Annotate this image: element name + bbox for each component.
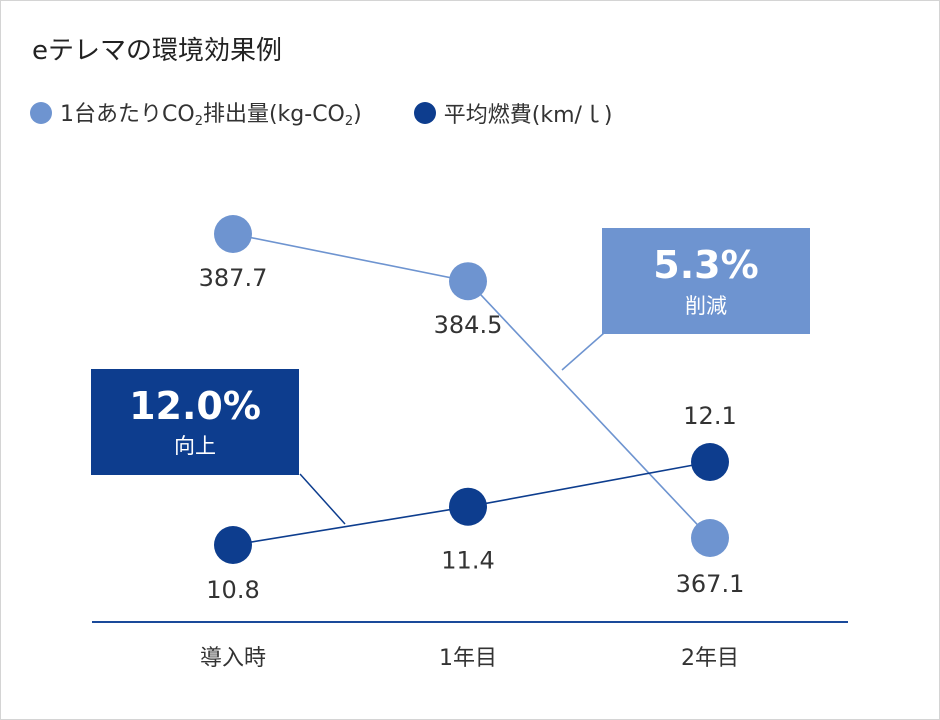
callout-co2-box	[602, 228, 810, 334]
data-point-co2-0	[214, 215, 252, 253]
callout-co2-percent: 5.3%	[653, 243, 758, 287]
x-tick-label-2: 2年目	[681, 646, 739, 671]
callout-fuel-label: 向上	[174, 434, 216, 458]
data-point-co2-1	[449, 262, 487, 301]
data-point-fuel-2	[691, 443, 729, 481]
legend-marker-co2	[30, 101, 52, 124]
data-point-co2-2	[691, 519, 729, 557]
data-label-co2-2: 367.1	[676, 570, 745, 598]
callout-fuel-percent: 12.0%	[129, 384, 261, 428]
data-point-fuel-0	[214, 526, 252, 564]
legend-marker-fuel	[413, 101, 436, 124]
legend-label-fuel: 平均燃費(km/ｌ)	[443, 102, 613, 128]
data-label-co2-1: 384.5	[434, 311, 503, 339]
data-point-fuel-1	[449, 487, 487, 526]
data-label-fuel-0: 10.8	[206, 576, 259, 604]
data-label-co2-0: 387.7	[199, 264, 268, 292]
legend-item-co2: 1台あたりCO2排出量(kg-CO2)	[30, 96, 362, 129]
legend-label-co2: 1台あたりCO2排出量(kg-CO2)	[60, 102, 362, 129]
chart-title: eテレマの環境効果例	[32, 36, 282, 66]
legend: 1台あたりCO2排出量(kg-CO2) 平均燃費(km/ｌ)	[30, 96, 665, 129]
x-tick-label-0: 導入時	[200, 646, 266, 671]
legend-item-fuel: 平均燃費(km/ｌ)	[413, 97, 613, 129]
data-label-fuel-1: 11.4	[441, 547, 494, 575]
callout-co2-leader	[561, 332, 605, 371]
data-label-fuel-2: 12.1	[683, 402, 736, 430]
x-tick-label-1: 1年目	[439, 646, 497, 671]
callout-fuel-box	[91, 369, 299, 475]
callout-fuel-leader	[299, 473, 346, 525]
callout-co2-label: 削減	[685, 294, 727, 318]
